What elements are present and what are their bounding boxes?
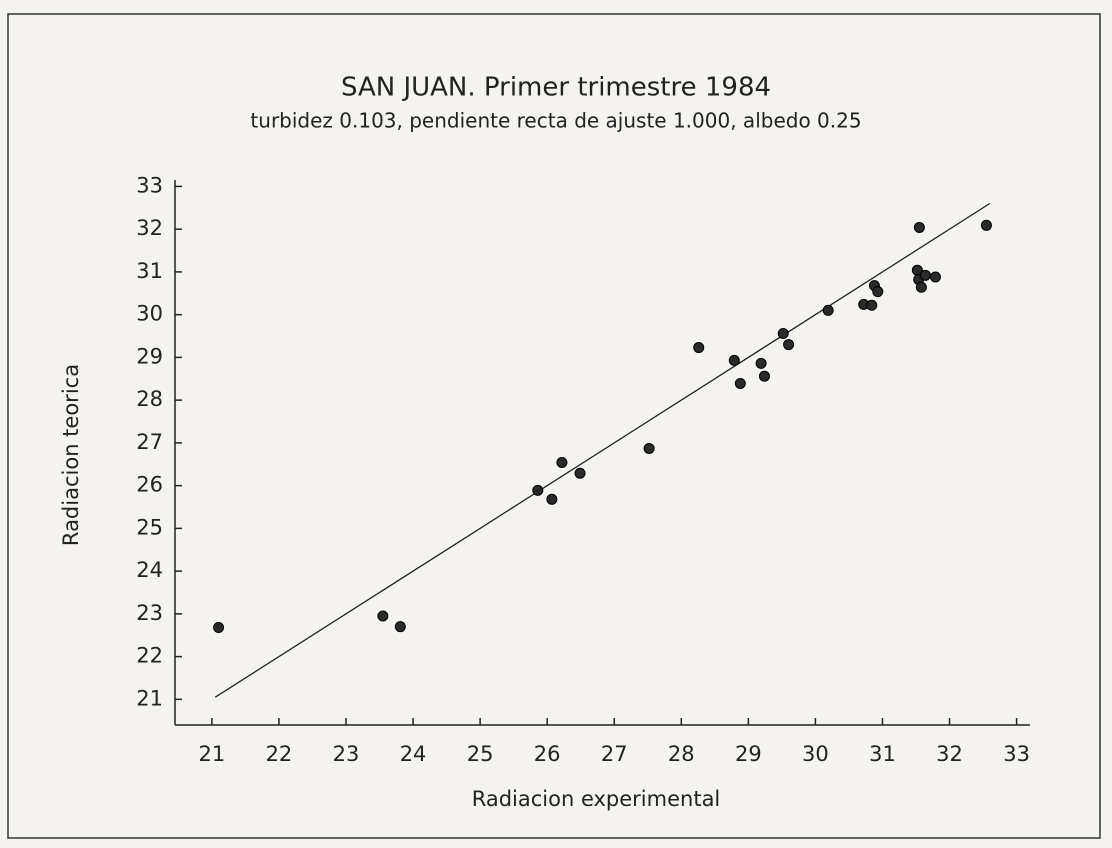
x-tick-label: 27 — [601, 742, 628, 766]
y-tick-label: 29 — [136, 344, 163, 368]
point — [783, 339, 795, 351]
y-tick-label: 27 — [136, 430, 163, 454]
point — [755, 357, 767, 369]
fit-line — [214, 202, 991, 698]
point — [693, 342, 705, 354]
y-tick-label: 32 — [136, 216, 163, 240]
chart-subtitle: turbidez 0.103, pendiente recta de ajust… — [250, 109, 861, 133]
point — [866, 299, 878, 311]
point — [915, 281, 927, 293]
point — [394, 621, 406, 633]
y-axis-label: Radiacion teorica — [59, 364, 83, 546]
frame — [7, 13, 1101, 839]
point — [213, 622, 225, 634]
point — [929, 271, 941, 283]
x-tick-label: 21 — [199, 742, 226, 766]
point — [574, 467, 586, 479]
x-tick-label: 31 — [869, 742, 896, 766]
point — [919, 269, 931, 281]
y-tick-label: 30 — [136, 302, 163, 326]
x-tick-label: 30 — [802, 742, 829, 766]
x-tick-label: 32 — [936, 742, 963, 766]
x-tick-label: 28 — [668, 742, 695, 766]
x-tick-label: 24 — [400, 742, 427, 766]
x-tick-label: 25 — [467, 742, 494, 766]
y-tick-label: 24 — [136, 558, 163, 582]
point — [728, 354, 740, 366]
point — [643, 442, 655, 454]
y-tick-label: 23 — [136, 601, 163, 625]
point — [758, 370, 770, 382]
y-tick-label: 26 — [136, 473, 163, 497]
x-axis-label: Radiacion experimental — [472, 787, 721, 811]
x-tick-label: 22 — [266, 742, 293, 766]
y-tick-label: 21 — [136, 686, 163, 710]
y-tick-label: 31 — [136, 259, 163, 283]
y-tick-label: 25 — [136, 515, 163, 539]
x-tick-label: 26 — [534, 742, 561, 766]
point — [377, 610, 389, 622]
y-tick-label: 33 — [136, 173, 163, 197]
point — [546, 493, 558, 505]
point — [777, 327, 789, 339]
y-tick-label: 22 — [136, 644, 163, 668]
point — [980, 219, 992, 231]
point — [532, 484, 544, 496]
x-tick-label: 23 — [333, 742, 360, 766]
point — [913, 221, 925, 233]
x-tick-label: 29 — [735, 742, 762, 766]
y-tick-label: 28 — [136, 387, 163, 411]
chart-title: SAN JUAN. Primer trimestre 1984 — [341, 73, 771, 103]
x-tick-label: 33 — [1003, 742, 1030, 766]
point — [872, 286, 884, 298]
point — [822, 304, 834, 316]
point — [556, 457, 568, 469]
point — [734, 377, 746, 389]
